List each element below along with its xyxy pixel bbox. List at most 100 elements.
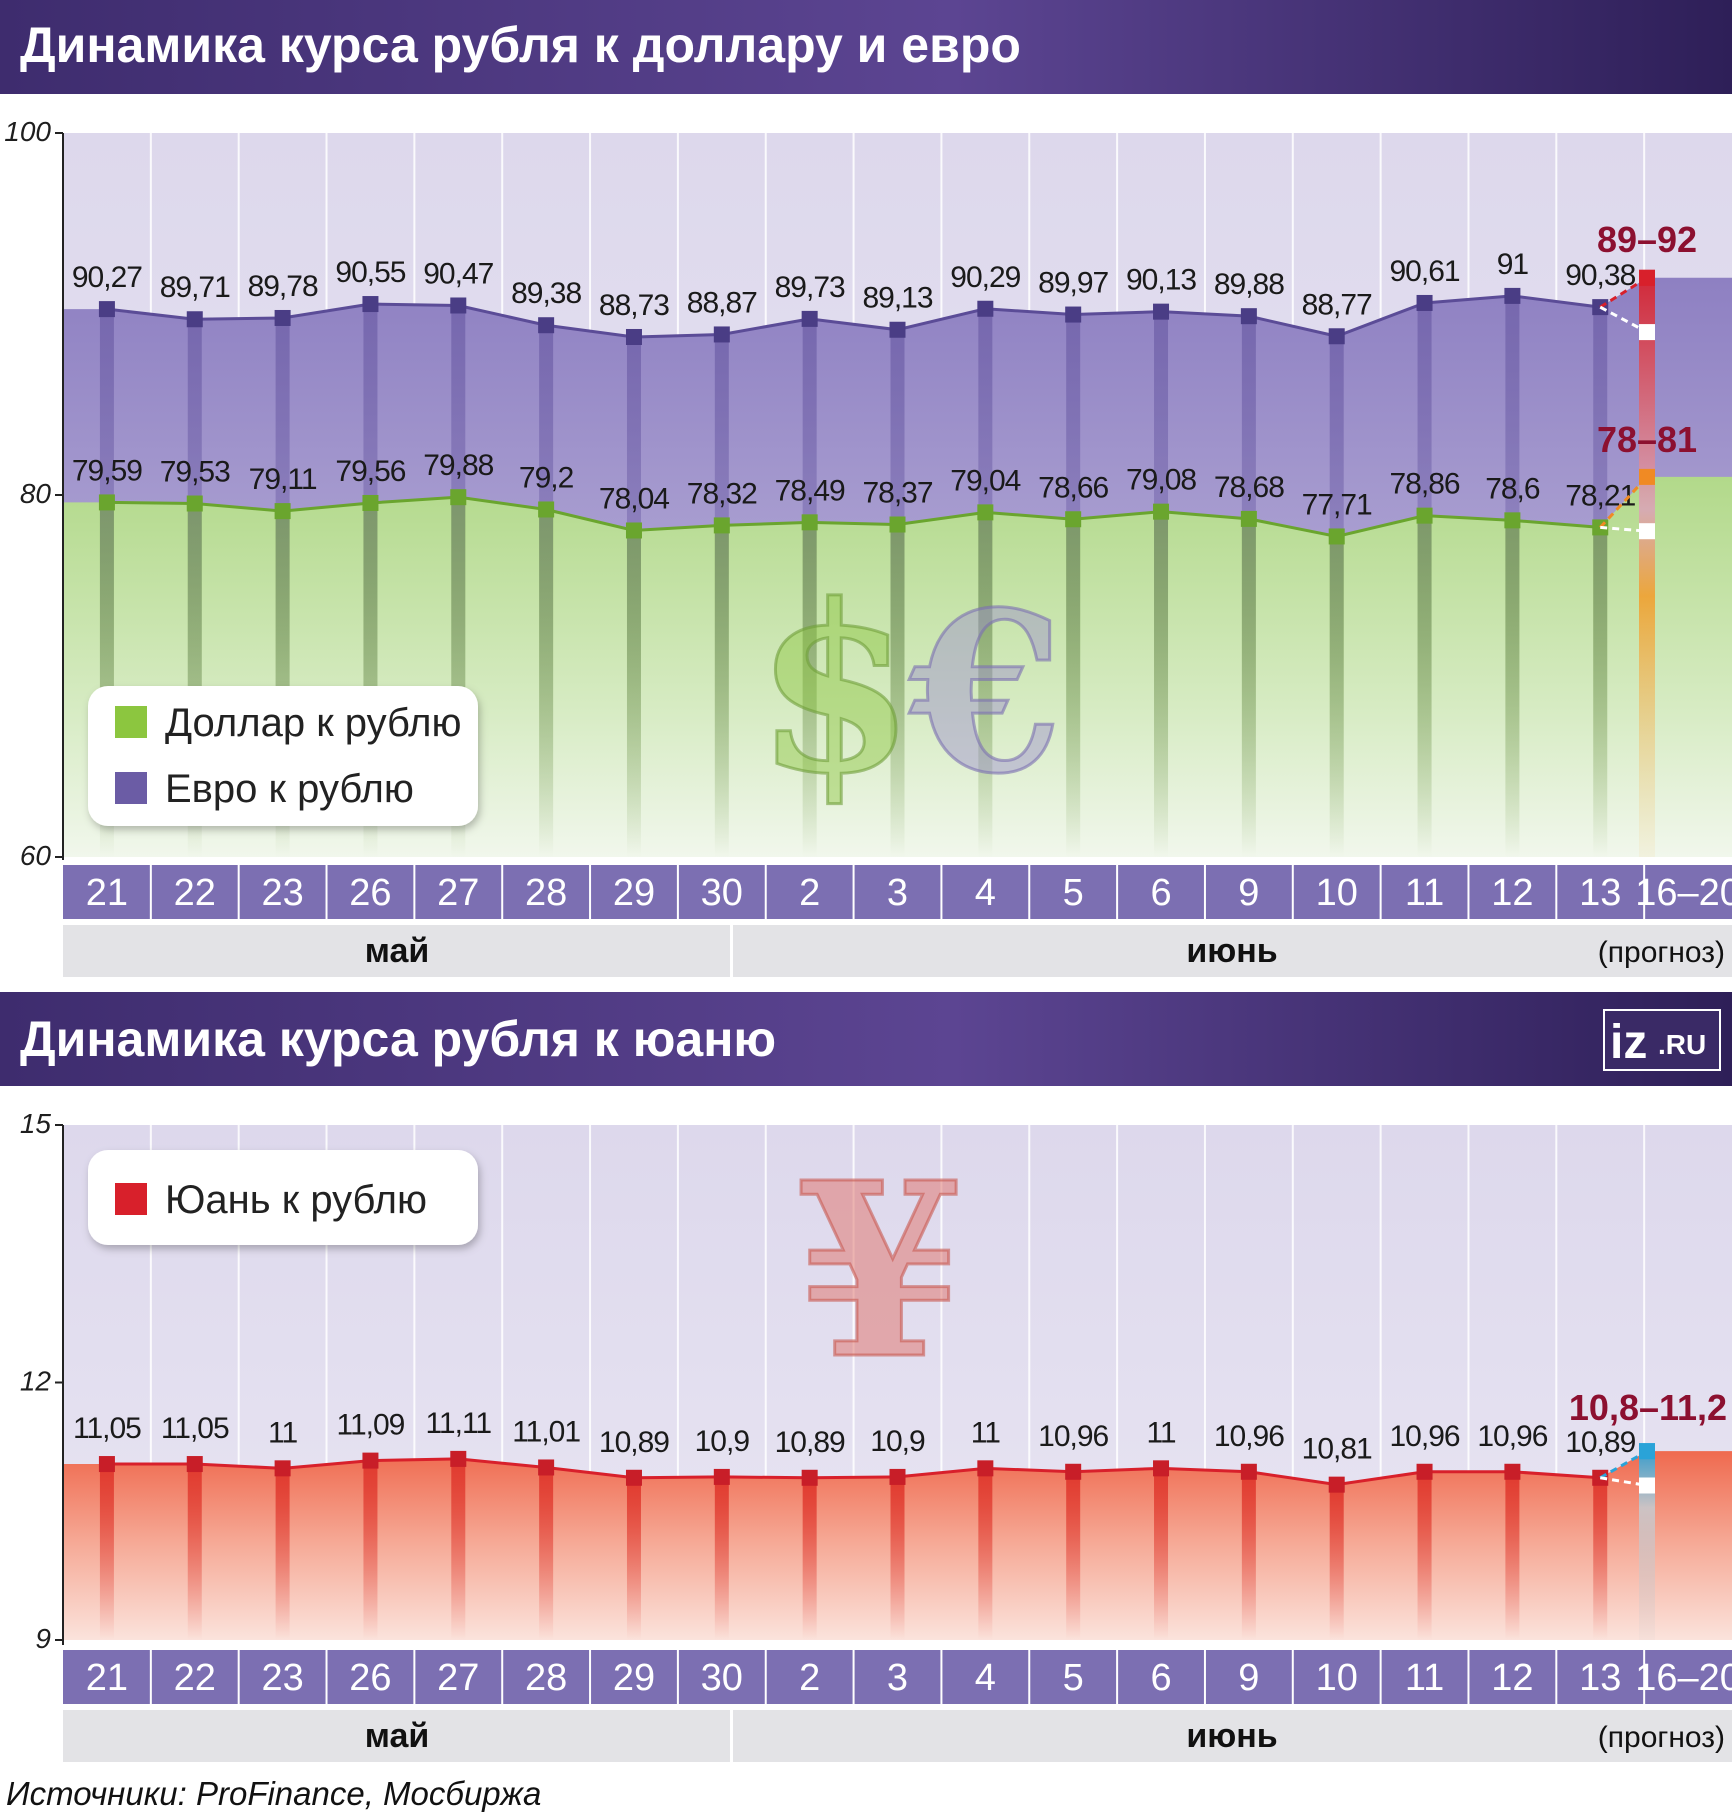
- chart2-x-axis: май июнь (прогноз) 21 22 23 26 27 28 29 30 2 3 4 5 6…: [63, 1650, 1732, 1762]
- x-category-label: 6: [1150, 872, 1171, 914]
- x-category-label: 11: [1405, 1657, 1444, 1699]
- usd-point: [977, 504, 994, 521]
- cny-bar: [363, 1460, 378, 1640]
- x-category-label: 10: [1316, 872, 1358, 914]
- chart1-category-band: [63, 865, 1732, 919]
- chart2-month-band-may: [63, 1710, 730, 1762]
- cny-bar: [1241, 1471, 1256, 1640]
- chart1-category-labels: 21 22 23 26 27 28 29 30 2 3 4 5 6 9 10 11 12 13 16–20: [86, 865, 1732, 919]
- cny-value-label: 10,96: [1477, 1420, 1547, 1453]
- cny-point: [1240, 1463, 1257, 1480]
- cny-value-label: 11,01: [512, 1415, 580, 1448]
- legend-box: [88, 1150, 478, 1245]
- eur-value-label: 91: [1497, 248, 1529, 281]
- legend-label-usd: Доллар к рублю: [165, 701, 462, 745]
- eur-forecast-upper: [1599, 276, 1648, 309]
- cny-bar: [802, 1477, 817, 1640]
- usd-value-label: 79,04: [950, 464, 1020, 497]
- usd-point: [713, 517, 730, 534]
- cny-bar: [1154, 1468, 1169, 1640]
- eur-bar: [714, 334, 729, 857]
- cny-point: [625, 1469, 642, 1486]
- cny-bar: [99, 1464, 114, 1640]
- eur-value-label: 89,97: [1038, 267, 1108, 300]
- x-category-label: 16–20: [1635, 872, 1732, 914]
- chart2-title: Динамика курса рубля к юаню: [20, 1011, 776, 1067]
- usd-forecast-low-marker: [1639, 523, 1655, 540]
- y-tick-label: 9: [35, 1623, 51, 1654]
- x-category-label: 28: [525, 872, 567, 914]
- eur-point: [98, 301, 115, 318]
- cny-value-label: 11: [1146, 1416, 1175, 1449]
- cny-point: [801, 1469, 818, 1486]
- x-category-label: 26: [349, 1657, 391, 1699]
- chart1-header-bar: [0, 0, 1732, 94]
- chart1-forecast: [1599, 269, 1655, 857]
- chart2-category-band: [63, 1650, 1732, 1704]
- eur-bar: [1329, 336, 1344, 857]
- usd-point: [889, 516, 906, 533]
- x-category-label: 2: [799, 872, 820, 914]
- y-tick-label: 60: [20, 840, 52, 871]
- cny-value-label: 10,89: [775, 1426, 845, 1459]
- cny-point: [98, 1456, 115, 1473]
- cny-point: [889, 1468, 906, 1485]
- cny-bar: [275, 1468, 290, 1640]
- eur-bar: [1154, 311, 1169, 858]
- source-note: Источники: ProFinance, Мосбиржа: [6, 1775, 541, 1812]
- eur-bar: [890, 329, 905, 857]
- usd-value-label: 78,21: [1565, 479, 1635, 512]
- forecast-range-bar: [1639, 1451, 1655, 1640]
- forecast-label-usd: 78–81: [1597, 419, 1697, 460]
- x-category-label: 30: [701, 1657, 743, 1699]
- usd-value-label: 79,59: [72, 454, 142, 487]
- chart1-legend: Доллар к рублю Евро к рублю: [88, 686, 478, 826]
- cny-line: [106, 1457, 1601, 1487]
- eur-point: [889, 321, 906, 338]
- chart2-month-may: май: [365, 1717, 430, 1755]
- eur-bar: [1505, 295, 1520, 857]
- cny-bar: [626, 1477, 641, 1640]
- legend-label-cny: Юань к рублю: [165, 1178, 427, 1222]
- x-category-label: 9: [1238, 872, 1259, 914]
- usd-point: [801, 514, 818, 531]
- usd-point: [274, 503, 291, 520]
- legend-swatch-usd: [115, 706, 147, 738]
- dollar-symbol: $: [755, 555, 915, 825]
- cny-value-label: 10,96: [1390, 1420, 1460, 1453]
- eur-point: [538, 317, 555, 334]
- x-category-label: 4: [975, 872, 996, 914]
- legend-label-eur: Евро к рублю: [165, 767, 414, 811]
- chart2-y-ticks: 9 12 15: [20, 1108, 63, 1654]
- cny-bar: [978, 1468, 993, 1640]
- cny-forecast-low-marker: [1639, 1477, 1655, 1494]
- eur-value-label: 88,77: [1302, 288, 1372, 321]
- usd-value-label: 78,6: [1485, 472, 1540, 505]
- x-category-label: 30: [701, 872, 743, 914]
- chart2-category-labels: 21 22 23 26 27 28 29 30 2 3 4 5 6 9 10 11 12 13 16–20: [86, 1650, 1732, 1704]
- euro-symbol: €: [909, 563, 1063, 822]
- eur-bar: [1417, 302, 1432, 858]
- usd-forecast-high-marker: [1639, 468, 1655, 485]
- chart1-x-axis: май июнь (прогноз) 21 22 23 26 27 28 29 30 2 3 4 5 6…: [63, 865, 1732, 977]
- eur-line: [106, 294, 1601, 339]
- x-category-label: 11: [1405, 872, 1444, 914]
- x-category-label: 4: [975, 1657, 996, 1699]
- cny-value-label: 10,96: [1214, 1420, 1284, 1453]
- chart1-series-lines: [106, 294, 1601, 538]
- chart1-month-june: июнь: [1186, 932, 1277, 970]
- iz-logo-box: [1603, 1009, 1721, 1071]
- eur-value-label: 89,13: [862, 282, 932, 315]
- eur-point: [713, 326, 730, 343]
- iz-logo: iz .RU: [1603, 1009, 1721, 1071]
- x-category-label: 9: [1238, 1657, 1259, 1699]
- eur-bar: [626, 336, 641, 857]
- x-category-label: 12: [1491, 1657, 1533, 1699]
- chart1-month-band-may: [63, 925, 730, 977]
- cny-bar: [890, 1476, 905, 1640]
- chart2-month-june: июнь: [1186, 1717, 1277, 1755]
- yuan-symbol: ¥: [797, 1130, 964, 1412]
- chart2-point-bars: [99, 1458, 1608, 1640]
- cny-point: [362, 1452, 379, 1469]
